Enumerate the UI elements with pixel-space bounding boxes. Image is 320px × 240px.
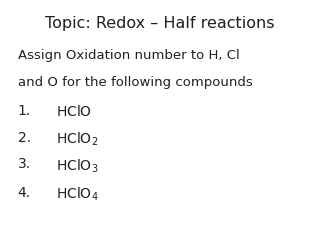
Text: $\mathregular{HClO_4}$: $\mathregular{HClO_4}$ (56, 186, 99, 204)
Text: $\mathregular{HClO_2}$: $\mathregular{HClO_2}$ (56, 131, 98, 148)
Text: 1.: 1. (18, 104, 31, 118)
Text: $\mathregular{HClO}$: $\mathregular{HClO}$ (56, 104, 92, 120)
Text: 4.: 4. (18, 186, 31, 200)
Text: $\mathregular{HClO_3}$: $\mathregular{HClO_3}$ (56, 157, 99, 175)
Text: and O for the following compounds: and O for the following compounds (18, 76, 252, 89)
Text: Topic: Redox – Half reactions: Topic: Redox – Half reactions (45, 16, 275, 30)
Text: 2.: 2. (18, 131, 31, 145)
Text: Assign Oxidation number to H, Cl: Assign Oxidation number to H, Cl (18, 49, 239, 62)
Text: 3.: 3. (18, 157, 31, 171)
